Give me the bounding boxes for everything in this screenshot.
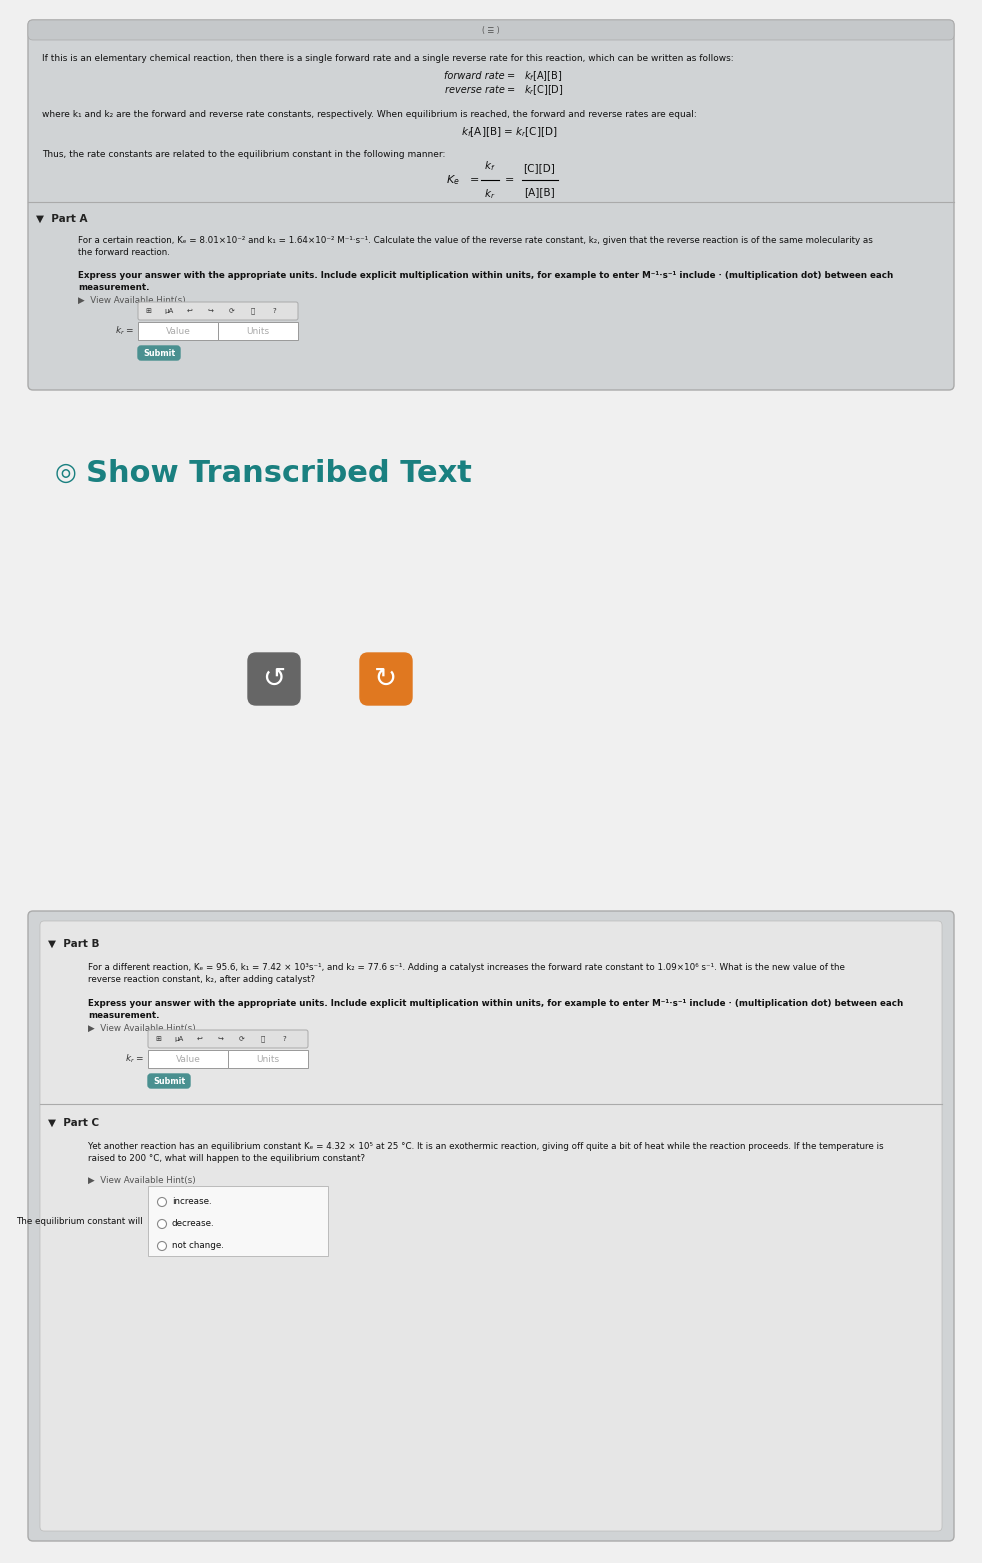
Text: =: = (507, 70, 515, 81)
Circle shape (157, 1197, 167, 1207)
Text: ⬜: ⬜ (250, 308, 255, 314)
Text: ↪: ↪ (208, 308, 214, 314)
Text: $k_f$[A][B] = $k_r$[C][D]: $k_f$[A][B] = $k_r$[C][D] (462, 125, 558, 139)
Text: ↩: ↩ (187, 308, 192, 314)
Text: Value: Value (176, 1055, 200, 1063)
Text: $k_r$: $k_r$ (484, 188, 495, 200)
Text: Submit: Submit (143, 349, 175, 358)
Text: ▶  View Available Hint(s): ▶ View Available Hint(s) (88, 1024, 195, 1033)
Bar (138, 322, 218, 341)
Text: [C][D]: [C][D] (523, 163, 556, 173)
Text: Submit: Submit (153, 1077, 185, 1085)
Text: reverse rate: reverse rate (445, 84, 505, 95)
Text: where k₁ and k₂ are the forward and reverse rate constants, respectively. When e: where k₁ and k₂ are the forward and reve… (42, 109, 697, 119)
FancyBboxPatch shape (138, 345, 180, 359)
Text: $k_r$[C][D]: $k_r$[C][D] (523, 83, 563, 97)
Text: ( ☰ ): ( ☰ ) (482, 25, 500, 34)
FancyBboxPatch shape (28, 20, 954, 41)
Text: $k_r$ =: $k_r$ = (126, 1053, 145, 1066)
Text: ◎: ◎ (55, 461, 77, 485)
Text: For a certain reaction, Kₑ = 8.01×10⁻² and k₁ = 1.64×10⁻² M⁻¹·s⁻¹. Calculate the: For a certain reaction, Kₑ = 8.01×10⁻² a… (78, 236, 873, 256)
Circle shape (157, 1219, 167, 1229)
Text: Yet another reaction has an equilibrium constant Kₑ = 4.32 × 10⁵ at 25 °C. It is: Yet another reaction has an equilibrium … (88, 1143, 884, 1163)
Bar (218, 322, 298, 341)
FancyBboxPatch shape (28, 20, 954, 391)
Text: Show Transcribed Text: Show Transcribed Text (86, 458, 472, 488)
Text: ?: ? (272, 308, 276, 314)
FancyBboxPatch shape (360, 653, 412, 705)
Text: ?: ? (282, 1036, 286, 1043)
Text: not change.: not change. (172, 1241, 224, 1250)
Text: =: = (505, 175, 515, 184)
Text: $k_f$[A][B]: $k_f$[A][B] (523, 69, 562, 83)
FancyBboxPatch shape (148, 1030, 308, 1049)
Text: μA: μA (164, 308, 174, 314)
Text: ⟳: ⟳ (239, 1036, 245, 1043)
Text: forward rate: forward rate (444, 70, 505, 81)
Text: decrease.: decrease. (172, 1219, 215, 1229)
Circle shape (157, 1241, 167, 1250)
Text: ⊞: ⊞ (145, 308, 151, 314)
Text: $k_f$: $k_f$ (484, 159, 495, 173)
Bar (148, 1186, 328, 1257)
Text: ↻: ↻ (374, 664, 398, 692)
Text: Thus, the rate constants are related to the equilibrium constant in the followin: Thus, the rate constants are related to … (42, 150, 446, 159)
Text: If this is an elementary chemical reaction, then there is a single forward rate : If this is an elementary chemical reacti… (42, 55, 734, 63)
Text: $k_r$ =: $k_r$ = (116, 325, 135, 338)
Text: increase.: increase. (172, 1197, 212, 1207)
Text: For a different reaction, Kₑ = 95.6, k₁ = 7.42 × 10³s⁻¹, and k₂ = 77.6 s⁻¹. Addi: For a different reaction, Kₑ = 95.6, k₁ … (88, 963, 845, 983)
Text: =: = (469, 175, 479, 184)
Text: ⬜: ⬜ (261, 1036, 265, 1043)
Text: $K_e$: $K_e$ (446, 173, 460, 188)
Text: ⊞: ⊞ (155, 1036, 161, 1043)
Text: ▼  Part A: ▼ Part A (36, 214, 87, 224)
Text: ▶  View Available Hint(s): ▶ View Available Hint(s) (88, 1175, 195, 1185)
Text: ↺: ↺ (262, 664, 286, 692)
Text: [A][B]: [A][B] (524, 188, 555, 197)
Bar (228, 1050, 308, 1068)
Text: Express your answer with the appropriate units. Include explicit multiplication : Express your answer with the appropriate… (88, 999, 903, 1019)
FancyBboxPatch shape (40, 921, 942, 1532)
Bar (148, 1050, 228, 1068)
Text: The equilibrium constant will: The equilibrium constant will (17, 1216, 143, 1225)
Text: Units: Units (246, 327, 270, 336)
Text: μA: μA (175, 1036, 184, 1043)
Text: ⟳: ⟳ (229, 308, 235, 314)
Text: ↪: ↪ (218, 1036, 224, 1043)
Text: Value: Value (166, 327, 191, 336)
Text: ▼  Part B: ▼ Part B (48, 939, 99, 949)
FancyBboxPatch shape (248, 653, 300, 705)
FancyBboxPatch shape (148, 1074, 190, 1088)
FancyBboxPatch shape (28, 911, 954, 1541)
Text: ▼  Part C: ▼ Part C (48, 1118, 99, 1128)
Text: ▶  View Available Hint(s): ▶ View Available Hint(s) (78, 295, 186, 305)
Text: =: = (507, 84, 515, 95)
Text: Express your answer with the appropriate units. Include explicit multiplication : Express your answer with the appropriate… (78, 270, 894, 292)
Text: ↩: ↩ (197, 1036, 203, 1043)
Text: Units: Units (256, 1055, 280, 1063)
FancyBboxPatch shape (138, 302, 298, 320)
